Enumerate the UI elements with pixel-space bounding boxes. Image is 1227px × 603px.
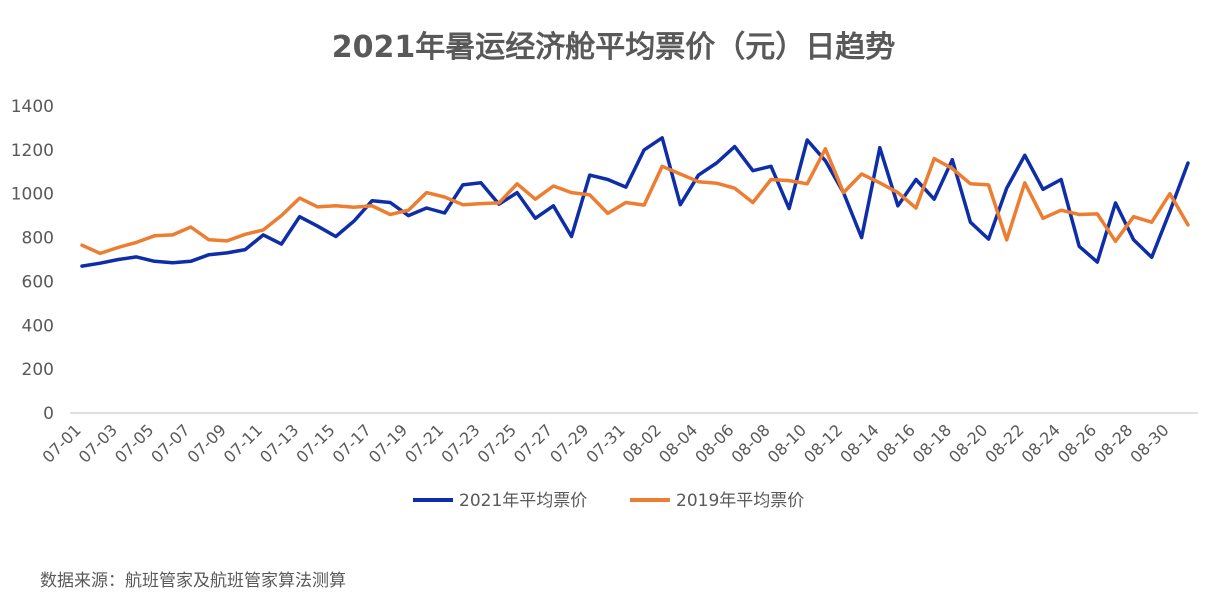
x-tick-label: 07-17 (329, 420, 375, 466)
x-tick-label: 07-11 (220, 420, 266, 466)
source-note: 数据来源：航班管家及航班管家算法测算 (40, 571, 346, 591)
x-tick-label: 07-03 (75, 420, 121, 466)
x-tick-label: 07-19 (365, 420, 411, 466)
y-tick-label: 1400 (11, 97, 54, 117)
y-tick-label: 1000 (11, 185, 54, 205)
legend: 2021年平均票价 2019年平均票价 (413, 491, 804, 511)
x-tick-label: 08-20 (945, 420, 991, 466)
x-tick-label: 08-06 (691, 420, 737, 466)
x-tick-label: 08-16 (873, 420, 919, 466)
x-tick-label: 08-22 (981, 420, 1027, 466)
x-tick-label: 08-30 (1126, 420, 1172, 466)
x-tick-label: 07-09 (184, 420, 230, 466)
x-tick-label: 07-21 (401, 420, 447, 466)
x-tick-label: 08-26 (1054, 420, 1100, 466)
y-tick-label: 400 (22, 316, 54, 336)
x-tick-label: 08-12 (800, 420, 846, 466)
x-tick-label: 07-01 (39, 420, 85, 466)
x-tick-label: 07-31 (582, 420, 628, 466)
x-tick-label: 07-23 (437, 420, 483, 466)
x-tick-label: 07-25 (474, 420, 520, 466)
series-line-1 (80, 147, 1190, 256)
x-tick-label: 08-28 (1090, 420, 1136, 466)
x-tick-label: 08-08 (727, 420, 773, 466)
x-tick-label: 07-07 (147, 420, 193, 466)
series-lines (80, 136, 1190, 268)
legend-label: 2021年平均票价 (459, 491, 587, 511)
x-tick-label: 08-02 (619, 420, 665, 466)
x-tick-label: 08-10 (764, 420, 810, 466)
y-tick-label: 0 (43, 404, 54, 424)
y-tick-label: 800 (22, 229, 54, 249)
legend-label: 2019年平均票价 (676, 491, 804, 511)
y-tick-label: 600 (22, 272, 54, 292)
y-tick-label: 1200 (11, 141, 54, 161)
x-tick-label: 07-15 (292, 420, 338, 466)
x-tick-label: 08-04 (655, 420, 701, 466)
x-tick-label: 08-18 (909, 420, 955, 466)
x-tick-label: 08-24 (1018, 420, 1064, 466)
y-axis-tick-labels: 0 200 400 600 800 1000 1200 1400 (11, 97, 54, 424)
x-tick-label: 07-27 (510, 420, 556, 466)
x-tick-label: 07-13 (256, 420, 302, 466)
x-tick-label: 07-05 (111, 420, 157, 466)
x-tick-label: 08-14 (836, 420, 882, 466)
x-tick-label: 07-29 (546, 420, 592, 466)
x-axis-tick-labels: 07-0107-0307-0507-0707-0907-1107-1307-15… (39, 420, 1173, 466)
chart-title: 2021年暑运经济舱平均票价（元）日趋势 (331, 30, 896, 65)
series-line-0 (80, 136, 1190, 268)
y-tick-label: 200 (22, 360, 54, 380)
